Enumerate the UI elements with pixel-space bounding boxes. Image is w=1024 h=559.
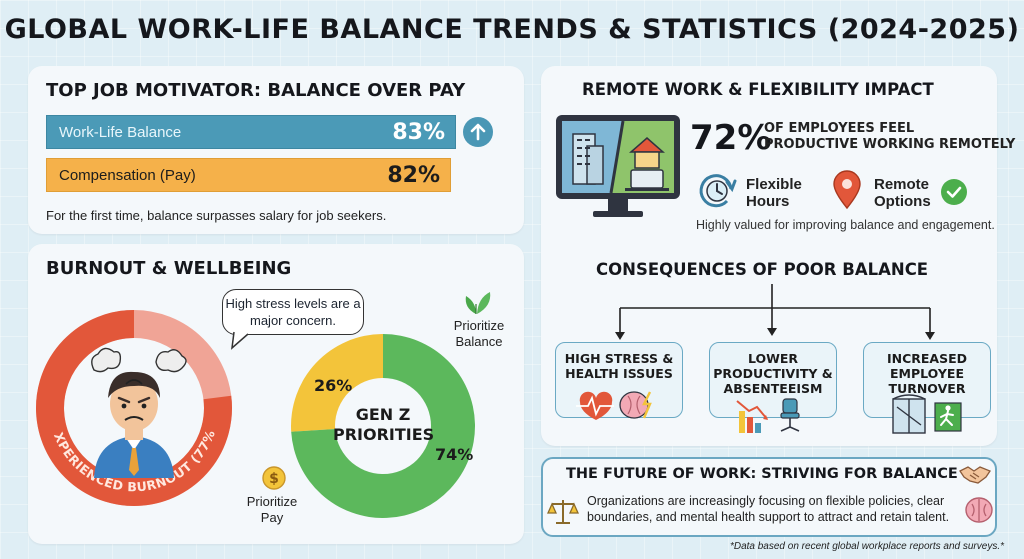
declining-chart-chair-icon <box>736 398 800 433</box>
coin-dollar-icon: $ <box>262 466 286 490</box>
remote-note: Highly valued for improving balance and … <box>696 218 995 232</box>
cons-line: EMPLOYEE <box>890 366 964 381</box>
prioritize-balance-label: Prioritize Balance <box>441 318 517 350</box>
stat-line: PRODUCTIVE WORKING REMOTELY <box>764 137 1016 152</box>
motivator-heading: TOP JOB MOTIVATOR: BALANCE OVER PAY <box>46 80 466 101</box>
heartbeat-brain-icon <box>576 391 652 420</box>
consequence-productivity: LOWER PRODUCTIVITY & ABSENTEEISM <box>709 342 837 418</box>
cons-line: ABSENTEEISM <box>723 381 823 396</box>
page-title: GLOBAL WORK-LIFE BALANCE TRENDS & STATIS… <box>4 14 1020 45</box>
cons-line: PRODUCTIVITY & <box>713 366 833 381</box>
prioritize-pay-label: Prioritize Pay <box>236 494 308 526</box>
motivator-card <box>28 66 524 234</box>
handshake-icon <box>959 466 991 484</box>
stress-speech-bubble: High stress levels are a major concern. <box>222 289 364 335</box>
flexible-hours-label: Flexible Hours <box>746 176 802 210</box>
cons-line: LOWER <box>747 351 799 366</box>
future-heading: THE FUTURE OF WORK: STRIVING FOR BALANCE <box>566 466 958 482</box>
compensation-bar: Compensation (Pay) 82% <box>46 158 451 192</box>
consequences-heading: CONSEQUENCES OF POOR BALANCE <box>596 260 929 279</box>
consequence-turnover: INCREASED EMPLOYEE TURNOVER <box>863 342 991 418</box>
remote-options-label: Remote Options <box>874 176 931 210</box>
bar-value: 83% <box>392 119 445 145</box>
bar-label: Work-Life Balance <box>59 123 182 141</box>
future-card <box>541 457 997 537</box>
remote-heading: REMOTE WORK & FLEXIBILITY IMPACT <box>582 80 934 99</box>
arrow-up-icon <box>463 117 493 147</box>
bar-value: 82% <box>387 162 440 188</box>
check-circle-icon <box>941 179 967 205</box>
work-life-balance-bar: Work-Life Balance 83% <box>46 115 456 149</box>
genz-center-line-1: GEN Z <box>355 405 411 424</box>
genz-center-label: GEN Z PRIORITIES <box>333 405 435 445</box>
remote-stat-text: OF EMPLOYEES FEEL PRODUCTIVE WORKING REM… <box>764 121 1015 153</box>
label-line: Prioritize <box>453 318 505 333</box>
genz-balance-pct: 74% <box>435 445 474 464</box>
leaf-icon <box>465 292 491 314</box>
consequences-connector <box>615 284 935 340</box>
cons-line: HIGH STRESS & <box>564 351 674 366</box>
burnout-ring-arc <box>36 310 232 506</box>
burnout-heading: BURNOUT & WELLBEING <box>46 258 292 279</box>
brain-icon <box>965 497 993 523</box>
feat-line: Flexible <box>746 176 802 193</box>
cons-line: TURNOVER <box>888 381 966 396</box>
label-line: Prioritize <box>246 494 298 509</box>
genz-pay-pct: 26% <box>314 376 353 395</box>
label-line: Pay <box>260 510 284 525</box>
stat-line: OF EMPLOYEES FEEL <box>764 121 915 136</box>
monitor-office-home-icon <box>556 115 680 217</box>
location-pin-icon <box>833 170 861 210</box>
remote-stat-value: 72% <box>690 118 772 158</box>
cons-line: HEALTH ISSUES <box>565 366 673 381</box>
revolving-door-exit-icon <box>892 394 962 434</box>
bar-label: Compensation (Pay) <box>59 166 196 184</box>
future-text: Organizations are increasingly focusing … <box>587 494 950 524</box>
footnote: *Data based on recent global workplace r… <box>729 541 1004 552</box>
clock-refresh-icon <box>699 174 737 208</box>
balance-scale-icon <box>546 500 580 524</box>
cons-line: INCREASED <box>886 351 968 366</box>
feat-line: Options <box>874 193 931 210</box>
svg-text:$: $ <box>269 471 279 487</box>
label-line: Balance <box>455 334 503 349</box>
stressed-person-icon <box>91 347 187 478</box>
burnout-ring: EXPERIENCED BURNOUT (77%) <box>18 288 232 506</box>
genz-donut <box>291 334 475 518</box>
speech-bubble-tail <box>231 331 249 350</box>
motivator-note: For the first time, balance surpasses sa… <box>46 208 387 223</box>
genz-center-line-2: PRIORITIES <box>333 425 435 444</box>
feat-line: Hours <box>746 193 790 210</box>
feat-line: Remote <box>874 176 930 193</box>
